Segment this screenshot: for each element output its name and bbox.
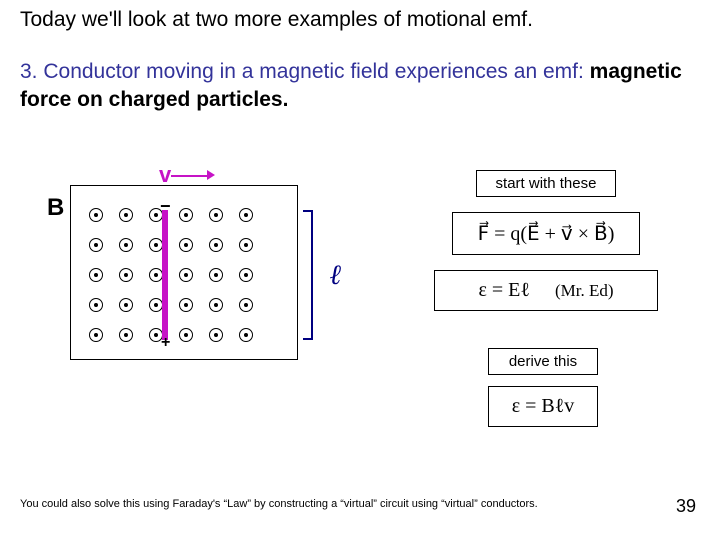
field-out-symbol <box>89 268 103 282</box>
field-out-symbol <box>209 268 223 282</box>
start-label-box: start with these <box>476 170 616 197</box>
field-out-symbol <box>89 298 103 312</box>
field-out-symbol <box>119 298 133 312</box>
v-arrow-head <box>207 170 215 180</box>
field-out-symbol <box>239 298 253 312</box>
v-label: v <box>159 162 171 188</box>
field-out-symbol <box>89 328 103 342</box>
field-out-symbol <box>179 328 193 342</box>
equation-emf-e: ε = Eℓ (Mr. Ed) <box>434 270 658 311</box>
field-out-symbol <box>149 268 163 282</box>
field-out-symbol <box>209 208 223 222</box>
field-out-symbol <box>209 298 223 312</box>
field-out-symbol <box>149 238 163 252</box>
plus-charge: + <box>161 334 170 352</box>
field-out-symbol <box>239 238 253 252</box>
field-out-symbol <box>179 268 193 282</box>
slide-number: 39 <box>676 496 696 517</box>
ell-label: ℓ <box>329 260 341 292</box>
minus-charge: − <box>160 196 171 217</box>
eq2-note: (Mr. Ed) <box>555 281 614 300</box>
eq2-lhs: ε = Eℓ <box>478 279 529 301</box>
field-out-symbol <box>209 328 223 342</box>
footnote-text: You could also solve this using Faraday'… <box>20 498 620 510</box>
field-out-symbol <box>119 268 133 282</box>
ell-bracket-line <box>311 210 313 340</box>
b-label: B <box>47 194 64 222</box>
field-out-symbol <box>119 208 133 222</box>
ell-bracket-bot <box>303 338 313 340</box>
v-arrow-line <box>171 175 209 177</box>
equation-emf-blv: ε = Bℓv <box>488 386 598 427</box>
field-out-symbol <box>89 208 103 222</box>
section-prefix: 3. Conductor moving in a magnetic field … <box>20 60 590 83</box>
field-out-symbol <box>239 268 253 282</box>
intro-text: Today we'll look at two more examples of… <box>20 8 533 32</box>
diagram-field-box: B − + v ℓ <box>70 185 298 360</box>
field-out-symbol <box>239 208 253 222</box>
field-out-symbol <box>149 298 163 312</box>
conductor-rod <box>162 210 168 340</box>
field-out-symbol <box>179 238 193 252</box>
field-out-symbol <box>89 238 103 252</box>
field-out-symbol <box>179 298 193 312</box>
equation-lorentz: F⃗ = q(E⃗ + v⃗ × B⃗) <box>452 212 640 255</box>
derive-label-box: derive this <box>488 348 598 375</box>
field-out-symbol <box>179 208 193 222</box>
dot-grid <box>71 186 297 359</box>
field-out-symbol <box>209 238 223 252</box>
field-out-symbol <box>119 238 133 252</box>
field-out-symbol <box>239 328 253 342</box>
field-out-symbol <box>119 328 133 342</box>
section-text: 3. Conductor moving in a magnetic field … <box>20 58 700 115</box>
